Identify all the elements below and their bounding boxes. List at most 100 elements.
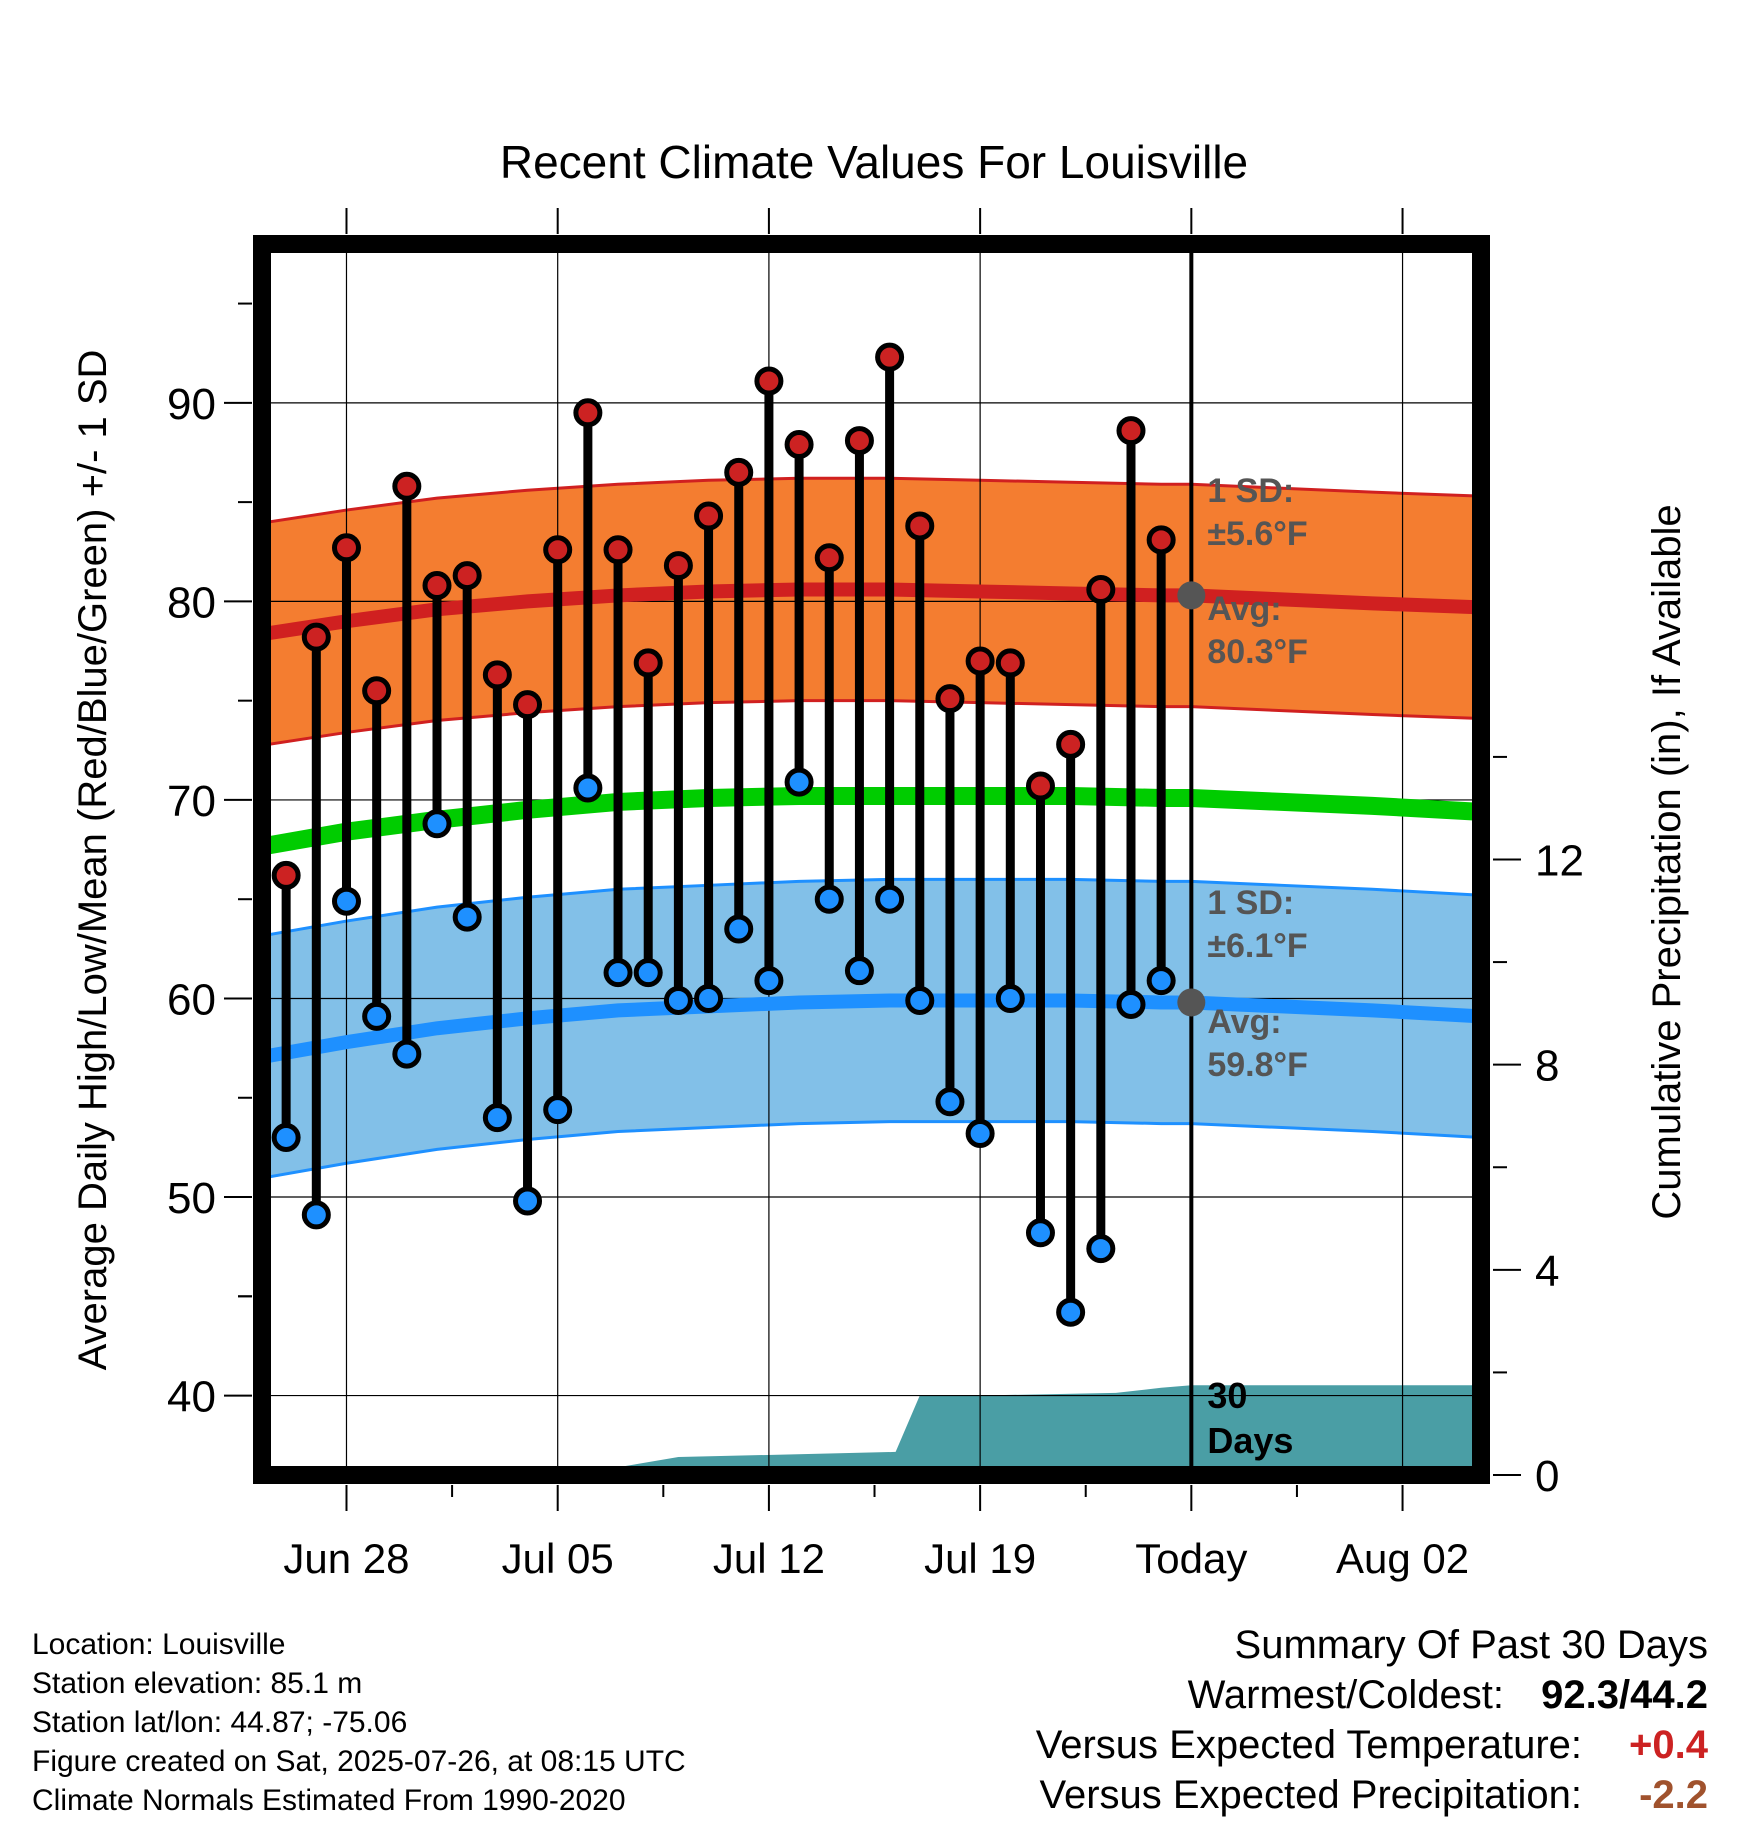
low-point (422, 809, 452, 839)
high-point (905, 511, 935, 541)
high-point (694, 501, 724, 531)
day-bar-3 (362, 676, 392, 1031)
summary-temp: Versus Expected Temperature: +0.4 (1036, 1720, 1708, 1770)
day-bar-0 (271, 860, 301, 1152)
day-bar-25 (1025, 771, 1055, 1248)
low-point (1116, 989, 1146, 1019)
low-point (1086, 1234, 1116, 1264)
low-point (452, 902, 482, 932)
observed-bars (271, 342, 1176, 1327)
low-point (543, 1095, 573, 1125)
x-axis-label: Day (837, 1598, 912, 1600)
low-point (271, 1122, 301, 1152)
y-tick-label-0: 40 (167, 1373, 216, 1422)
high-point (1086, 574, 1116, 604)
day-bar-2 (331, 533, 361, 916)
day-bar-6 (452, 561, 482, 932)
high-point (995, 648, 1025, 678)
low-point (724, 914, 754, 944)
low-point (935, 1087, 965, 1117)
high-point (875, 342, 905, 372)
low-point (1025, 1218, 1055, 1248)
high-point (814, 543, 844, 573)
high-avg-value: 80.3°F (1207, 633, 1308, 671)
high-point (513, 690, 543, 720)
low-point (362, 1001, 392, 1031)
day-bar-26 (1056, 729, 1086, 1327)
low-sd-lower-edge (262, 1120, 1481, 1180)
day-bar-13 (663, 551, 693, 1015)
low-point (663, 985, 693, 1015)
high-point (482, 660, 512, 690)
y-tick-label-5: 90 (167, 380, 216, 429)
y-tick-label-3: 70 (167, 777, 216, 826)
low-point (965, 1118, 995, 1148)
high-point (935, 684, 965, 714)
day-bar-18 (814, 543, 844, 914)
low-point (814, 884, 844, 914)
day-bar-4 (392, 471, 422, 1069)
high-avg-label: Avg: (1207, 590, 1281, 628)
low-point (573, 773, 603, 803)
day-bar-11 (603, 535, 633, 988)
low-point (1146, 966, 1176, 996)
y2-axis-label: Cumulative Precipitation (in), If Availa… (1645, 504, 1689, 1219)
low-point (754, 966, 784, 996)
day-bar-20 (875, 342, 905, 914)
high-point (603, 535, 633, 565)
day-bar-15 (724, 457, 754, 944)
day-bar-7 (482, 660, 512, 1133)
day-bar-29 (1146, 525, 1176, 996)
high-point (452, 561, 482, 591)
y-tick-label-1: 50 (167, 1174, 216, 1223)
high-point (663, 551, 693, 581)
y2-tick-label-2: 8 (1535, 1042, 1559, 1091)
day-bar-23 (965, 646, 995, 1148)
day-bar-12 (633, 648, 663, 988)
days-label-1: 30 (1207, 1375, 1247, 1416)
summary-warm-cold: Warmest/Coldest: 92.3/44.2 (1036, 1670, 1708, 1720)
high-avg-marker (1177, 581, 1206, 610)
low-point (1056, 1297, 1086, 1327)
warm-cold-label: Warmest/Coldest: (1187, 1673, 1504, 1717)
low-point (603, 958, 633, 988)
temp-value: +0.4 (1629, 1723, 1708, 1767)
day-bar-24 (995, 648, 1025, 1013)
day-bar-21 (905, 511, 935, 1015)
x-tick-label-1: Jul 05 (502, 1535, 614, 1582)
high-sd-label: 1 SD: (1207, 472, 1294, 510)
day-bar-8 (513, 690, 543, 1216)
low-point (513, 1186, 543, 1216)
chart-title: Recent Climate Values For Louisville (500, 136, 1248, 188)
summary-precip: Versus Expected Precipitation: -2.2 (1036, 1770, 1708, 1820)
high-point (422, 571, 452, 601)
low-avg-marker (1177, 988, 1206, 1017)
high-point (1025, 771, 1055, 801)
day-bar-16 (754, 366, 784, 996)
axes: 40 50 60 70 80 90 0 4 8 12 Jun 28 Jul 05 Jul 12 Jul 1… (71, 208, 1689, 1600)
created-text: Figure created on Sat, 2025-07-26, at 08… (32, 1745, 686, 1778)
temp-label: Versus Expected Temperature: (1035, 1723, 1582, 1767)
day-bar-27 (1086, 574, 1116, 1264)
y-tick-label-2: 60 (167, 975, 216, 1024)
latlon-text: Station lat/lon: 44.87; -75.06 (32, 1706, 408, 1739)
location-text: Location: Louisville (32, 1628, 286, 1661)
high-point (331, 533, 361, 563)
high-point (965, 646, 995, 676)
plot-border (253, 235, 1490, 1484)
warm-cold-value: 92.3/44.2 (1541, 1673, 1708, 1717)
day-bar-9 (543, 535, 573, 1125)
y-axis-label: Average Daily High/Low/Mean (Red/Blue/Gr… (71, 350, 115, 1371)
low-point (844, 956, 874, 986)
low-point (995, 983, 1025, 1013)
y2-tick-label-1: 4 (1535, 1247, 1559, 1296)
high-point (271, 860, 301, 890)
day-bar-17 (784, 430, 814, 797)
high-point (784, 430, 814, 460)
day-bar-10 (573, 398, 603, 803)
x-tick-label-2: Jul 12 (713, 1535, 825, 1582)
day-bar-22 (935, 684, 965, 1117)
day-bar-1 (301, 622, 331, 1230)
high-point (301, 622, 331, 652)
high-point (633, 648, 663, 678)
